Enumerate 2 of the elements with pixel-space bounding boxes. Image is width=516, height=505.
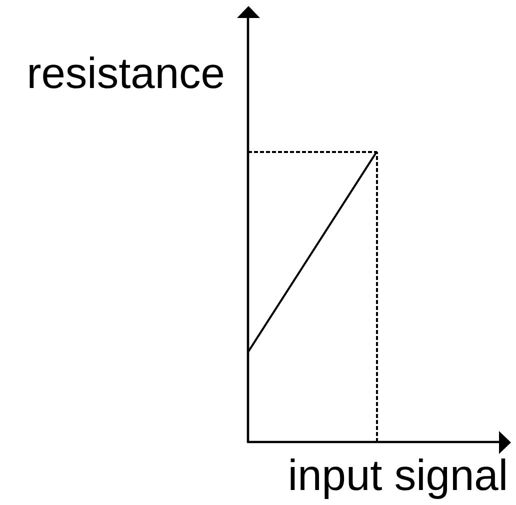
x-axis-title: input signal [288, 452, 508, 500]
y-axis-title: resistance [26, 50, 225, 98]
